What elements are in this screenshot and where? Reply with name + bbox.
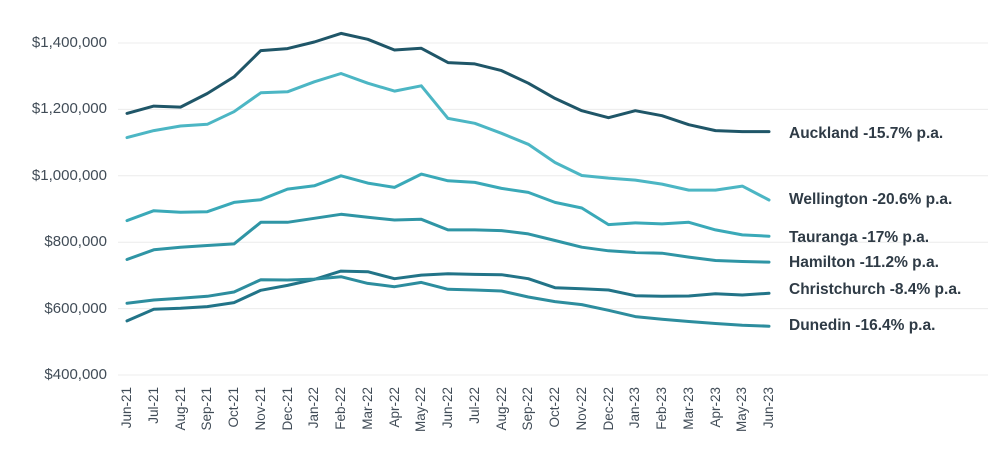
y-tick-label: $1,200,000 bbox=[31, 100, 107, 118]
x-tick-label: Jul-21 bbox=[145, 387, 161, 424]
x-tick-label: Feb-23 bbox=[654, 387, 669, 430]
y-tick-label: $1,000,000 bbox=[31, 166, 107, 184]
series-label-christchurch: Christchurch -8.4% p.a. bbox=[789, 280, 962, 298]
x-tick-label: Feb-22 bbox=[333, 387, 348, 430]
x-tick-label: Mar-23 bbox=[680, 387, 696, 430]
x-tick-label: Dec-22 bbox=[600, 387, 616, 431]
series-line-hamilton bbox=[125, 212, 771, 264]
x-tick-label: Nov-21 bbox=[252, 387, 268, 431]
series-label-auckland: Auckland -15.7% p.a. bbox=[789, 124, 944, 142]
series-line-tauranga bbox=[125, 172, 771, 238]
x-tick-label: Aug-22 bbox=[493, 387, 509, 431]
x-tick-label: Jun-21 bbox=[119, 387, 134, 429]
x-tick-label: May-23 bbox=[734, 387, 750, 433]
series-line-auckland bbox=[125, 31, 771, 134]
x-tick-label: Jan-22 bbox=[306, 387, 322, 429]
series-line-wellington bbox=[125, 72, 771, 202]
x-tick-label: Jan-23 bbox=[627, 387, 643, 429]
x-tick-label: Nov-22 bbox=[573, 387, 589, 431]
x-tick-label: Dec-21 bbox=[279, 387, 295, 431]
x-tick-label: Sep-22 bbox=[520, 387, 536, 431]
y-tick-label: $600,000 bbox=[44, 299, 107, 317]
y-tick-label: $400,000 bbox=[44, 366, 107, 383]
x-tick-label: Aug-21 bbox=[172, 387, 188, 431]
x-tick-label: Mar-22 bbox=[359, 387, 375, 430]
series-label-hamilton: Hamilton -11.2% p.a. bbox=[789, 254, 939, 272]
x-tick-label: Oct-21 bbox=[226, 387, 241, 428]
x-tick-label: Jul-22 bbox=[466, 387, 482, 424]
series-line-christchurch bbox=[125, 269, 771, 323]
x-tick-label: Jun-22 bbox=[440, 387, 455, 429]
y-tick-label: $800,000 bbox=[44, 233, 107, 251]
series-label-tauranga: Tauranga -17% p.a. bbox=[789, 228, 930, 246]
x-tick-label: Apr-22 bbox=[386, 387, 402, 428]
x-tick-label: Sep-21 bbox=[199, 387, 215, 431]
y-tick-label: $1,400,000 bbox=[31, 34, 107, 51]
x-tick-label: Jun-23 bbox=[761, 387, 776, 429]
series-label-dunedin: Dunedin -16.4% p.a. bbox=[789, 317, 936, 335]
series-line-dunedin bbox=[125, 275, 771, 328]
x-tick-label: May-22 bbox=[413, 387, 429, 433]
x-tick-label: Apr-23 bbox=[707, 387, 723, 428]
series-label-wellington: Wellington -20.6% p.a. bbox=[789, 191, 953, 209]
x-tick-label: Oct-22 bbox=[547, 387, 562, 428]
